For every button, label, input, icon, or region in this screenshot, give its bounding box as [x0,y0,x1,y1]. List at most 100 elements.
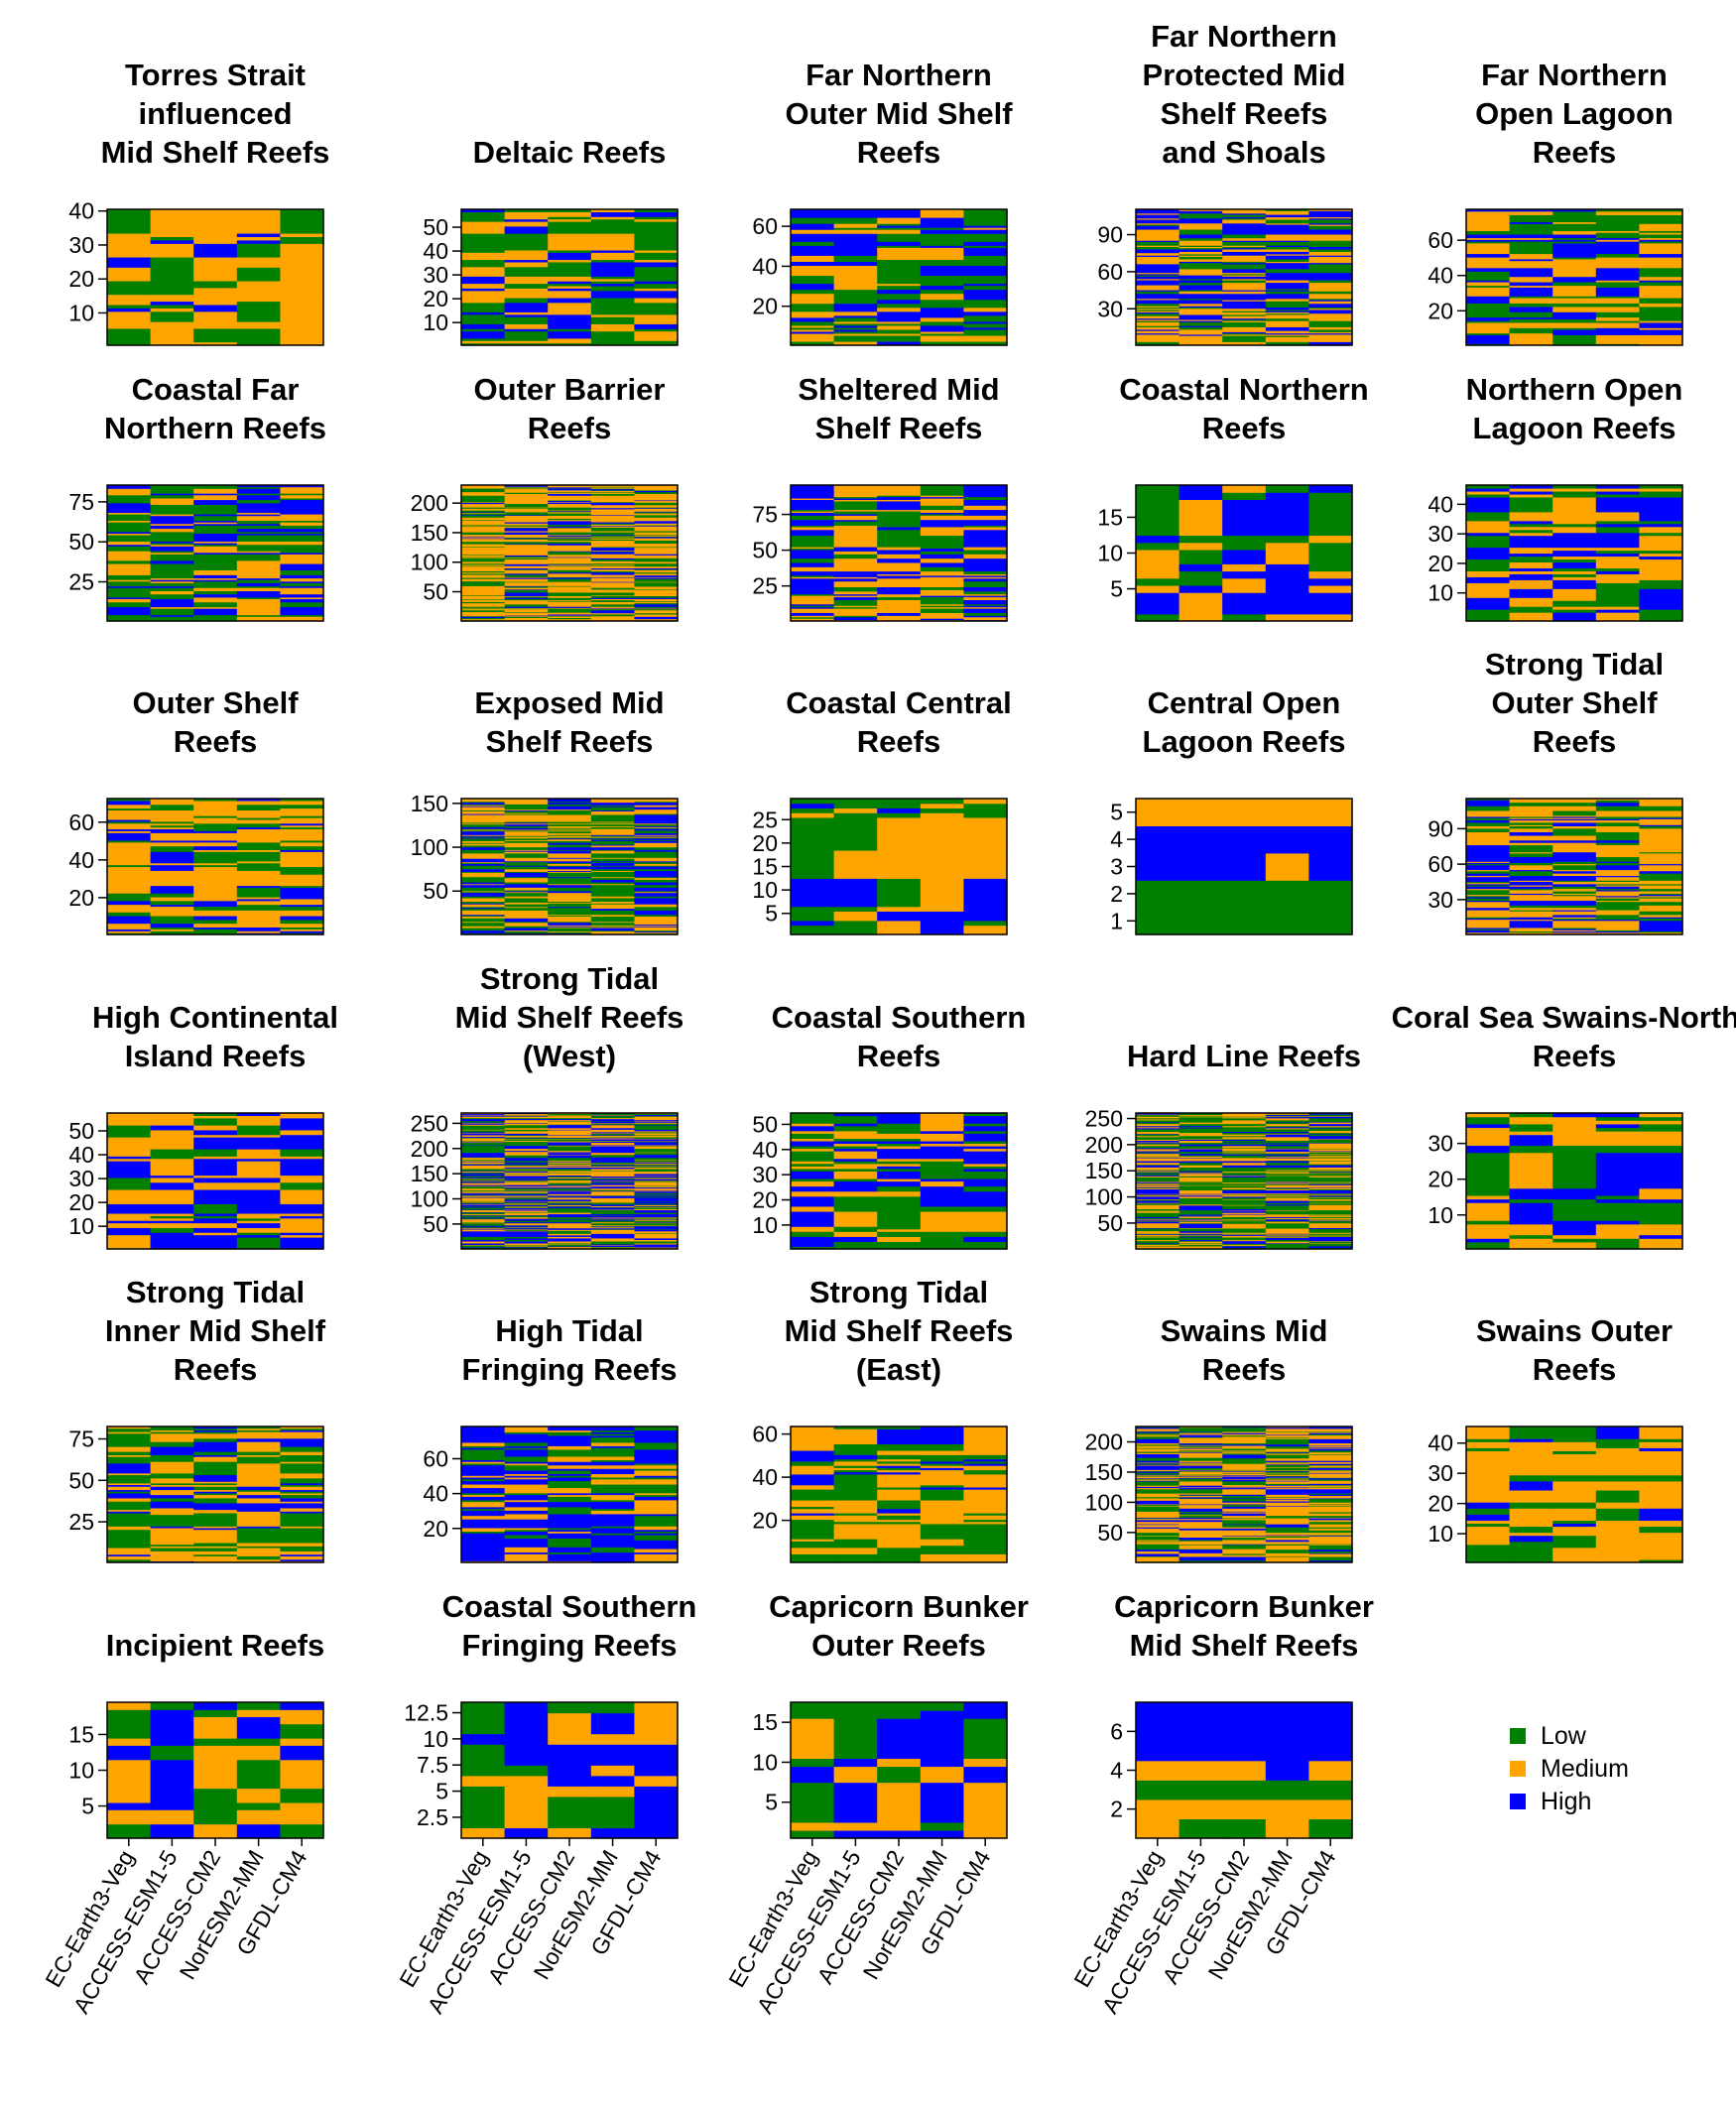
heatmap-cell [963,513,1008,516]
heatmap-cell [1552,242,1597,246]
heatmap-cell [1136,485,1180,493]
heatmap-cell [920,563,964,566]
heatmap-cell [791,497,835,501]
heatmap-cell [634,342,679,346]
heatmap-cell [1178,289,1223,292]
heatmap-cell [1178,265,1223,267]
heatmap-cell [1308,243,1353,246]
heatmap-cell [877,566,922,569]
heatmap-cell [461,247,506,251]
heatmap-cell [1178,323,1223,326]
heatmap-cell [963,322,1008,326]
heatmap-cell [791,289,835,293]
heatmap-cell [150,294,194,299]
heatmap-cell [1509,210,1553,214]
heatmap-cell [1136,292,1180,295]
heatmap-cell [877,602,922,605]
heatmap-cell [280,327,324,332]
heatmap-cell [920,529,964,532]
heatmap-cell [833,519,878,522]
heatmap-cell [833,529,878,532]
heatmap-cell [920,312,964,316]
heatmap-cell [150,501,194,504]
heatmap-cell [150,507,194,510]
heatmap-cell [833,295,878,299]
heatmap-cell [1265,299,1309,302]
heatmap-cell [1639,264,1683,267]
heatmap-cell [1308,299,1353,302]
heatmap-cell [833,561,878,564]
y-tick-label: 10 [1097,541,1123,566]
heatmap-cell [1136,303,1180,306]
heatmap-cell [791,312,835,316]
heatmap-cell [107,611,152,614]
heatmap-cell [1509,217,1553,221]
y-tick-label: 60 [1427,227,1453,253]
heatmap-cell [963,558,1008,562]
heatmap-cell [150,518,194,522]
heatmap-cell [1595,301,1640,304]
heatmap-cell [1222,220,1267,223]
heatmap-cell [833,534,878,537]
heatmap-cell [1639,287,1683,290]
heatmap-cell [107,614,152,617]
heatmap-cell [920,247,964,250]
heatmap-cell [1509,225,1553,228]
heatmap-cell [150,569,194,572]
heatmap-cell [1308,223,1353,226]
heatmap-cell [504,264,549,268]
heatmap-cell [107,551,152,554]
heatmap-cell [1308,289,1353,292]
heatmap-cell [920,545,964,548]
heatmap-cell [1222,241,1267,244]
heatmap-cell [461,254,506,258]
y-tick-label: 40 [752,253,778,279]
heatmap-cell [461,290,506,294]
heatmap-cell [791,213,835,216]
heatmap-cell [280,486,324,489]
heatmap-cell [1308,250,1353,252]
heatmap-cell [920,573,964,576]
y-tick-label: 100 [411,550,448,575]
heatmap-cell [1265,226,1309,229]
heatmap-cell [963,233,1008,236]
heatmap-cell [833,593,878,596]
heatmap-cell [634,233,679,237]
heatmap-cell [920,215,964,218]
heatmap-cell [548,249,592,253]
heatmap-cell [1595,330,1640,334]
heatmap-cell [548,313,592,317]
heatmap-cell [504,230,549,234]
heatmap-cell [1595,271,1640,274]
heatmap-cell [107,243,152,248]
heatmap-cell [920,558,964,562]
heatmap-cell [107,526,152,530]
heatmap-cell [877,332,922,336]
heatmap-cell [280,547,324,551]
heatmap-cell [791,582,835,585]
heatmap-cell [236,554,281,557]
heatmap-cell [280,575,324,579]
heatmap-cell [107,327,152,332]
heatmap-cell [107,215,152,220]
heatmap-cell [791,616,835,619]
heatmap-cell [1136,320,1180,322]
heatmap-cell [107,263,152,268]
heatmap-cell [1136,228,1180,231]
heatmap-cell [1136,237,1180,240]
heatmap-cell [1639,292,1683,295]
heatmap-cell [1222,235,1267,237]
heatmap-cell [1136,213,1180,216]
heatmap-cell [1308,307,1353,310]
heatmap-cell [461,249,506,253]
heatmap-cell [1466,271,1511,274]
heatmap-cell [634,332,679,336]
heatmap-cell [236,616,281,619]
heatmap-cell [920,257,964,260]
heatmap-cell [150,246,194,251]
heatmap-cell [590,218,635,222]
heatmap-cell [193,538,238,541]
heatmap-cell [1265,294,1309,297]
heatmap-cell [150,558,194,561]
